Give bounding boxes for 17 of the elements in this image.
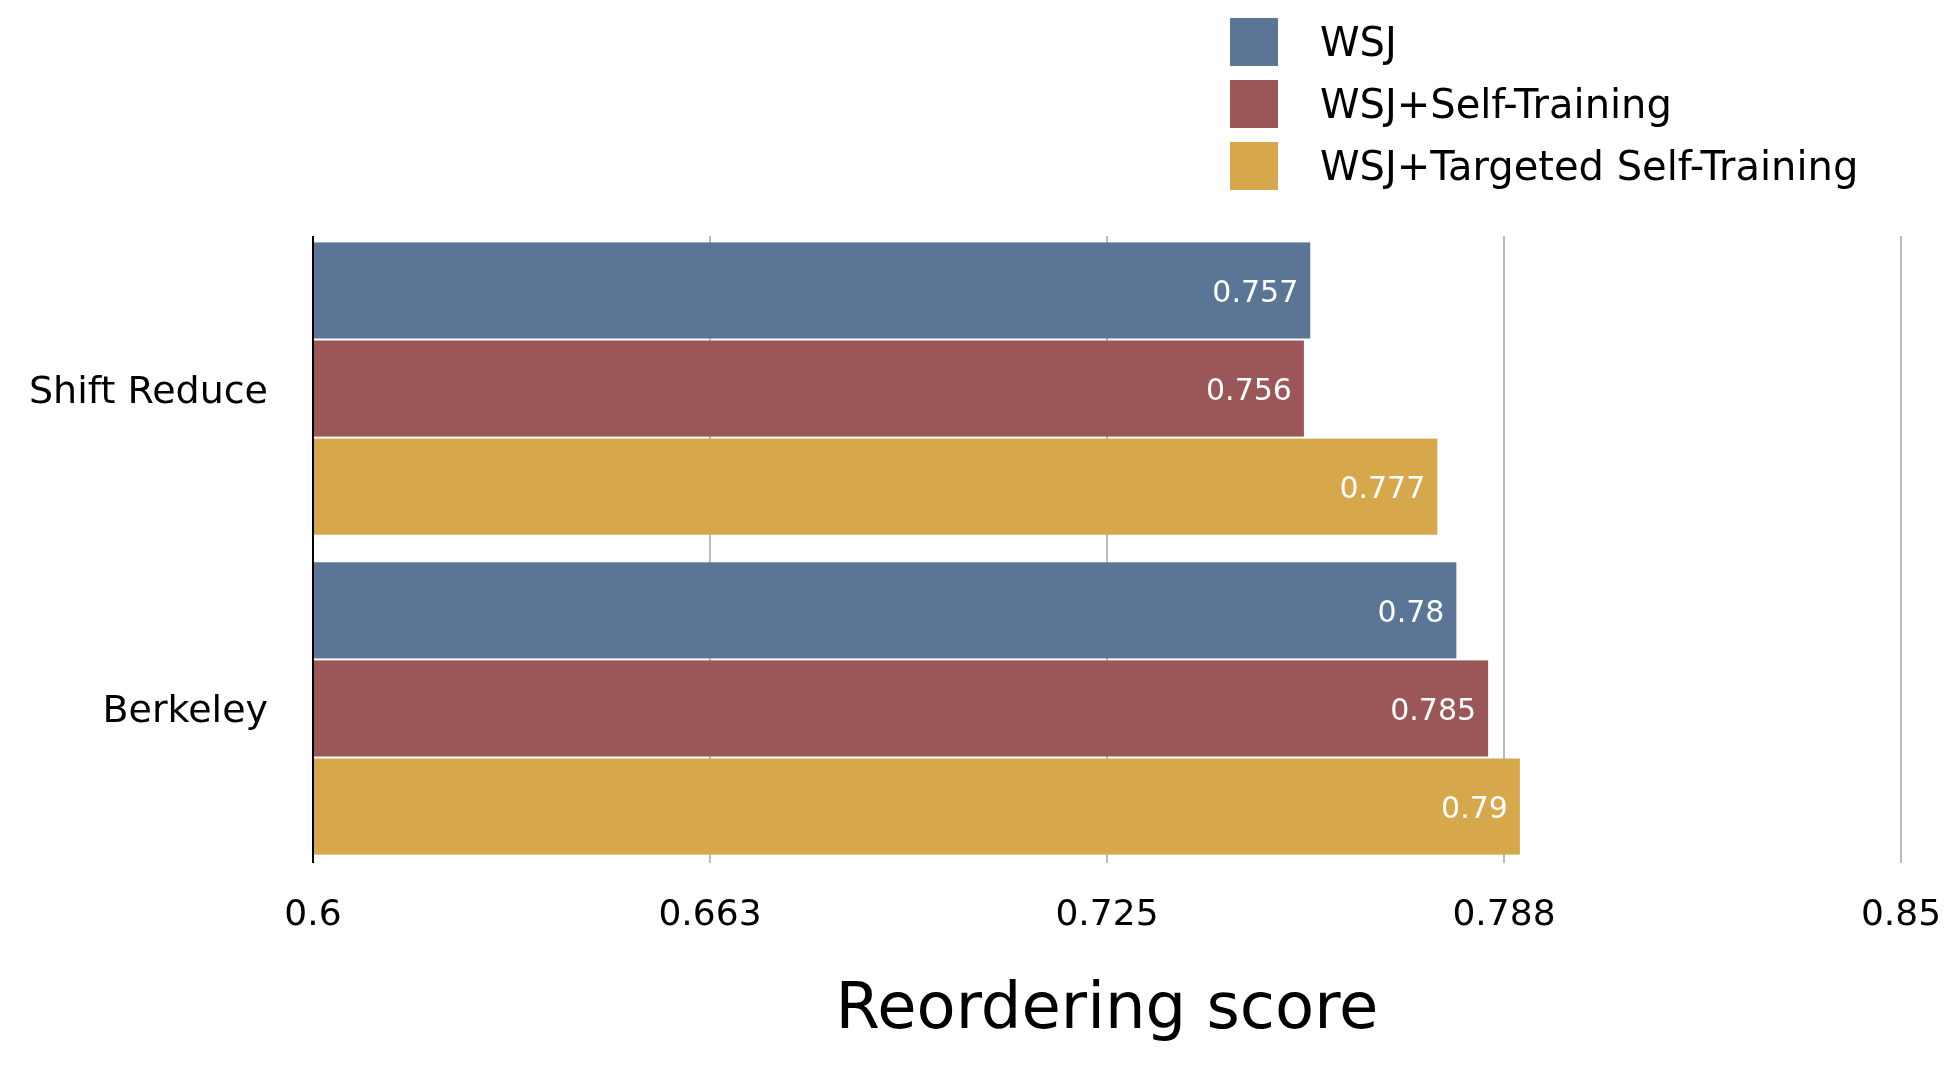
x-tick-label: 0.85	[1860, 892, 1942, 933]
y-tick-label: Shift Reduce	[28, 367, 268, 412]
data-label: 0.79	[1441, 790, 1508, 826]
x-tick-label: 0.788	[1452, 892, 1556, 933]
x-tick-label: 0.6	[284, 892, 342, 933]
data-label: 0.756	[1206, 372, 1292, 408]
y-tick-label: Berkeley	[102, 687, 268, 732]
legend-label: WSJ+Targeted Self-Training	[1320, 143, 1859, 189]
legend-label: WSJ+Self-Training	[1320, 81, 1672, 127]
data-label: 0.78	[1377, 593, 1445, 629]
data-label: 0.785	[1390, 691, 1477, 727]
legend-label: WSJ	[1320, 19, 1397, 65]
x-tick-label: 0.663	[658, 892, 762, 933]
data-label: 0.777	[1339, 470, 1426, 506]
data-label: 0.757	[1212, 273, 1299, 309]
x-axis-title: Reordering score	[835, 969, 1379, 1043]
x-tick-label: 0.725	[1055, 892, 1159, 933]
